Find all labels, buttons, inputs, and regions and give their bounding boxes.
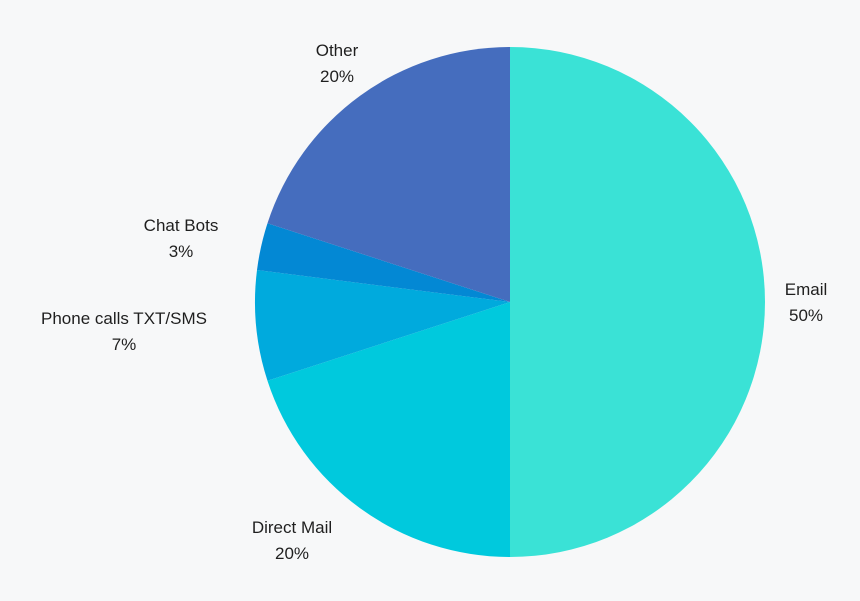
pie-slice-chat-bots [257,223,510,302]
pie-slice-phone-calls-txt-sms [255,270,510,381]
slice-value-direct-mail: 20% [275,544,309,563]
slices-group [255,47,765,557]
pie-slice-email [510,47,765,557]
slice-value-email: 50% [789,306,823,325]
pie-slice-other [267,47,510,302]
slice-value-chat-bots: 3% [169,242,194,261]
slice-value-phone-calls-txt-sms: 7% [112,335,137,354]
labels-group: Email 50% Direct Mail 20% Phone calls TXT/SM… [41,41,827,563]
pie-slice-direct-mail [267,302,510,557]
slice-label-direct-mail: Direct Mail [252,518,332,537]
slice-label-phone-calls-txt-sms: Phone calls TXT/SMS [41,309,207,328]
slice-value-other: 20% [320,67,354,86]
slice-label-email: Email [785,280,828,299]
slice-label-other: Other [316,41,359,60]
slice-label-chat-bots: Chat Bots [144,216,219,235]
